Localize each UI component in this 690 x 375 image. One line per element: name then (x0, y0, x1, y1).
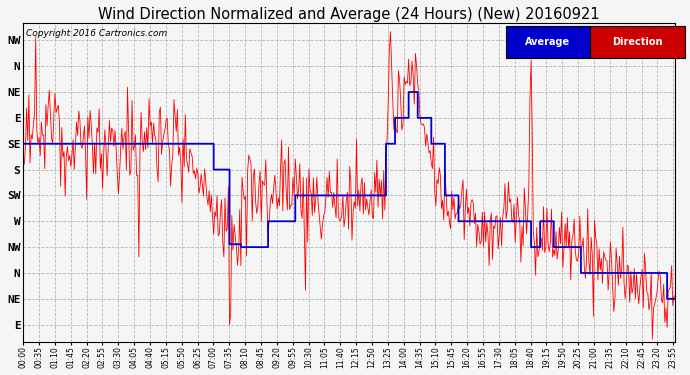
Text: Direction: Direction (612, 37, 663, 47)
Text: Average: Average (525, 37, 571, 47)
Title: Wind Direction Normalized and Average (24 Hours) (New) 20160921: Wind Direction Normalized and Average (2… (98, 7, 600, 22)
FancyBboxPatch shape (506, 26, 591, 58)
FancyBboxPatch shape (591, 26, 684, 58)
Text: Copyright 2016 Cartronics.com: Copyright 2016 Cartronics.com (26, 30, 168, 39)
